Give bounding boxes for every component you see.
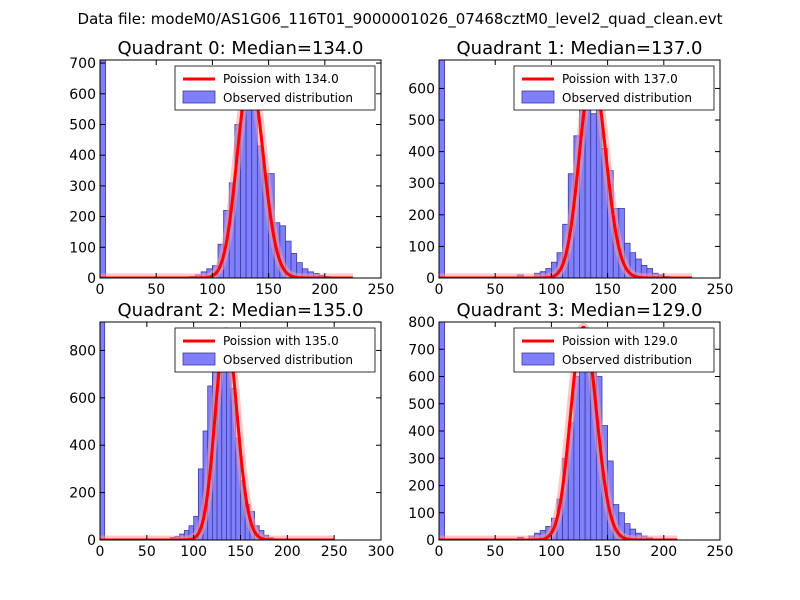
histogram-bar [579,370,586,540]
y-tick-label: 500 [408,397,435,413]
y-tick-label: 0 [87,533,96,549]
y-tick-label: 800 [69,343,96,359]
legend-bar-swatch [182,90,216,104]
x-tick-label: 0 [435,282,444,298]
x-tick-label: 150 [594,544,621,560]
y-tick-label: 0 [426,533,435,549]
x-tick-label: 150 [255,282,282,298]
x-tick-label: 200 [311,282,338,298]
y-tick-label: 700 [69,56,96,72]
x-tick-label: 100 [538,282,565,298]
x-tick-label: 250 [368,282,395,298]
y-tick-label: 700 [408,342,435,358]
y-tick-label: 800 [408,315,435,331]
poisson-curve-line [100,329,336,540]
x-tick-label: 250 [707,544,734,560]
legend: Poission with 134.0 Observed distribution [174,65,376,111]
y-tick-label: 500 [69,117,96,133]
legend-label-poisson: Poission with 135.0 [223,334,339,348]
legend-label-poisson: Poission with 134.0 [223,72,339,86]
y-tick-label: 400 [69,438,96,454]
x-tick-label: 50 [147,282,165,298]
histogram-bar [100,322,106,540]
histogram-bar [590,113,597,278]
poisson-curve-group [100,326,339,540]
histogram-bar [100,60,107,278]
subplot-quadrant-2: Quadrant 2: Median=135.0 0 50 100 150 200 250 3… [69,300,394,560]
legend-bar-swatch [521,90,555,104]
legend-bar-swatch [521,352,555,366]
y-tick-label: 500 [408,113,435,129]
y-tick-label: 400 [408,145,435,161]
axes-frame [99,59,382,279]
figure-suptitle: Data file: modeM0/AS1G06_116T01_90000010… [78,10,723,29]
legend-label-observed: Observed distribution [223,91,353,105]
subplot-title: Quadrant 0: Median=134.0 [118,38,364,59]
y-tick-label: 100 [408,239,435,255]
legend-label-observed: Observed distribution [562,91,692,105]
y-tick-label: 600 [408,81,435,97]
legend-label-observed: Observed distribution [223,353,353,367]
legend-bar-swatch [182,352,216,366]
legend-label-poisson: Poission with 129.0 [562,334,678,348]
x-tick-label: 250 [707,282,734,298]
y-tick-label: 400 [408,424,435,440]
y-tick-label: 600 [408,370,435,386]
y-tick-label: 0 [426,271,435,287]
y-tick-label: 600 [69,391,96,407]
x-tick-label: 200 [650,544,677,560]
x-tick-label: 100 [199,282,226,298]
x-tick-label: 50 [486,544,504,560]
subplot-quadrant-0: Quadrant 0: Median=134.0 0 50 100 150 200 250 0… [69,38,394,298]
x-tick-label: 0 [96,544,105,560]
subplot-quadrant-1: Quadrant 1: Median=137.0 0 50 100 150 200 250 0… [408,38,733,298]
y-tick-label: 100 [408,506,435,522]
legend-label-poisson: Poission with 137.0 [562,72,678,86]
y-tick-label: 100 [69,240,96,256]
x-tick-label: 200 [650,282,677,298]
legend: Poission with 137.0 Observed distribution [513,65,715,111]
y-tick-label: 600 [69,87,96,103]
subplot-title: Quadrant 1: Median=137.0 [457,38,703,59]
x-tick-label: 300 [368,544,395,560]
y-tick-label: 200 [69,486,96,502]
x-tick-label: 0 [96,282,105,298]
y-tick-label: 200 [408,479,435,495]
histogram-bar [245,90,253,278]
x-tick-label: 50 [138,544,156,560]
x-tick-label: 150 [594,282,621,298]
subplots: Quadrant 0: Median=134.0 0 50 100 150 200 250 0… [69,38,733,560]
x-tick-label: 200 [274,544,301,560]
y-tick-label: 0 [87,271,96,287]
legend-label-observed: Observed distribution [562,353,692,367]
x-tick-label: 100 [180,544,207,560]
subplot-quadrant-3: Quadrant 3: Median=129.0 0 50 100 150 200 250 0… [408,300,733,560]
legend: Poission with 129.0 Observed distribution [513,327,715,373]
y-tick-label: 200 [408,208,435,224]
y-tick-label: 400 [69,148,96,164]
y-tick-label: 300 [408,451,435,467]
y-tick-label: 300 [408,176,435,192]
axes-frame [438,59,721,279]
y-tick-label: 300 [69,179,96,195]
subplot-title: Quadrant 2: Median=135.0 [118,300,364,321]
x-tick-label: 150 [227,544,254,560]
legend: Poission with 135.0 Observed distribution [174,327,376,373]
y-tick-label: 200 [69,210,96,226]
x-tick-label: 0 [435,544,444,560]
subplot-title: Quadrant 3: Median=129.0 [457,300,703,321]
x-tick-label: 100 [538,544,565,560]
x-tick-label: 50 [486,282,504,298]
x-tick-label: 250 [321,544,348,560]
histogram-bar [439,60,446,278]
